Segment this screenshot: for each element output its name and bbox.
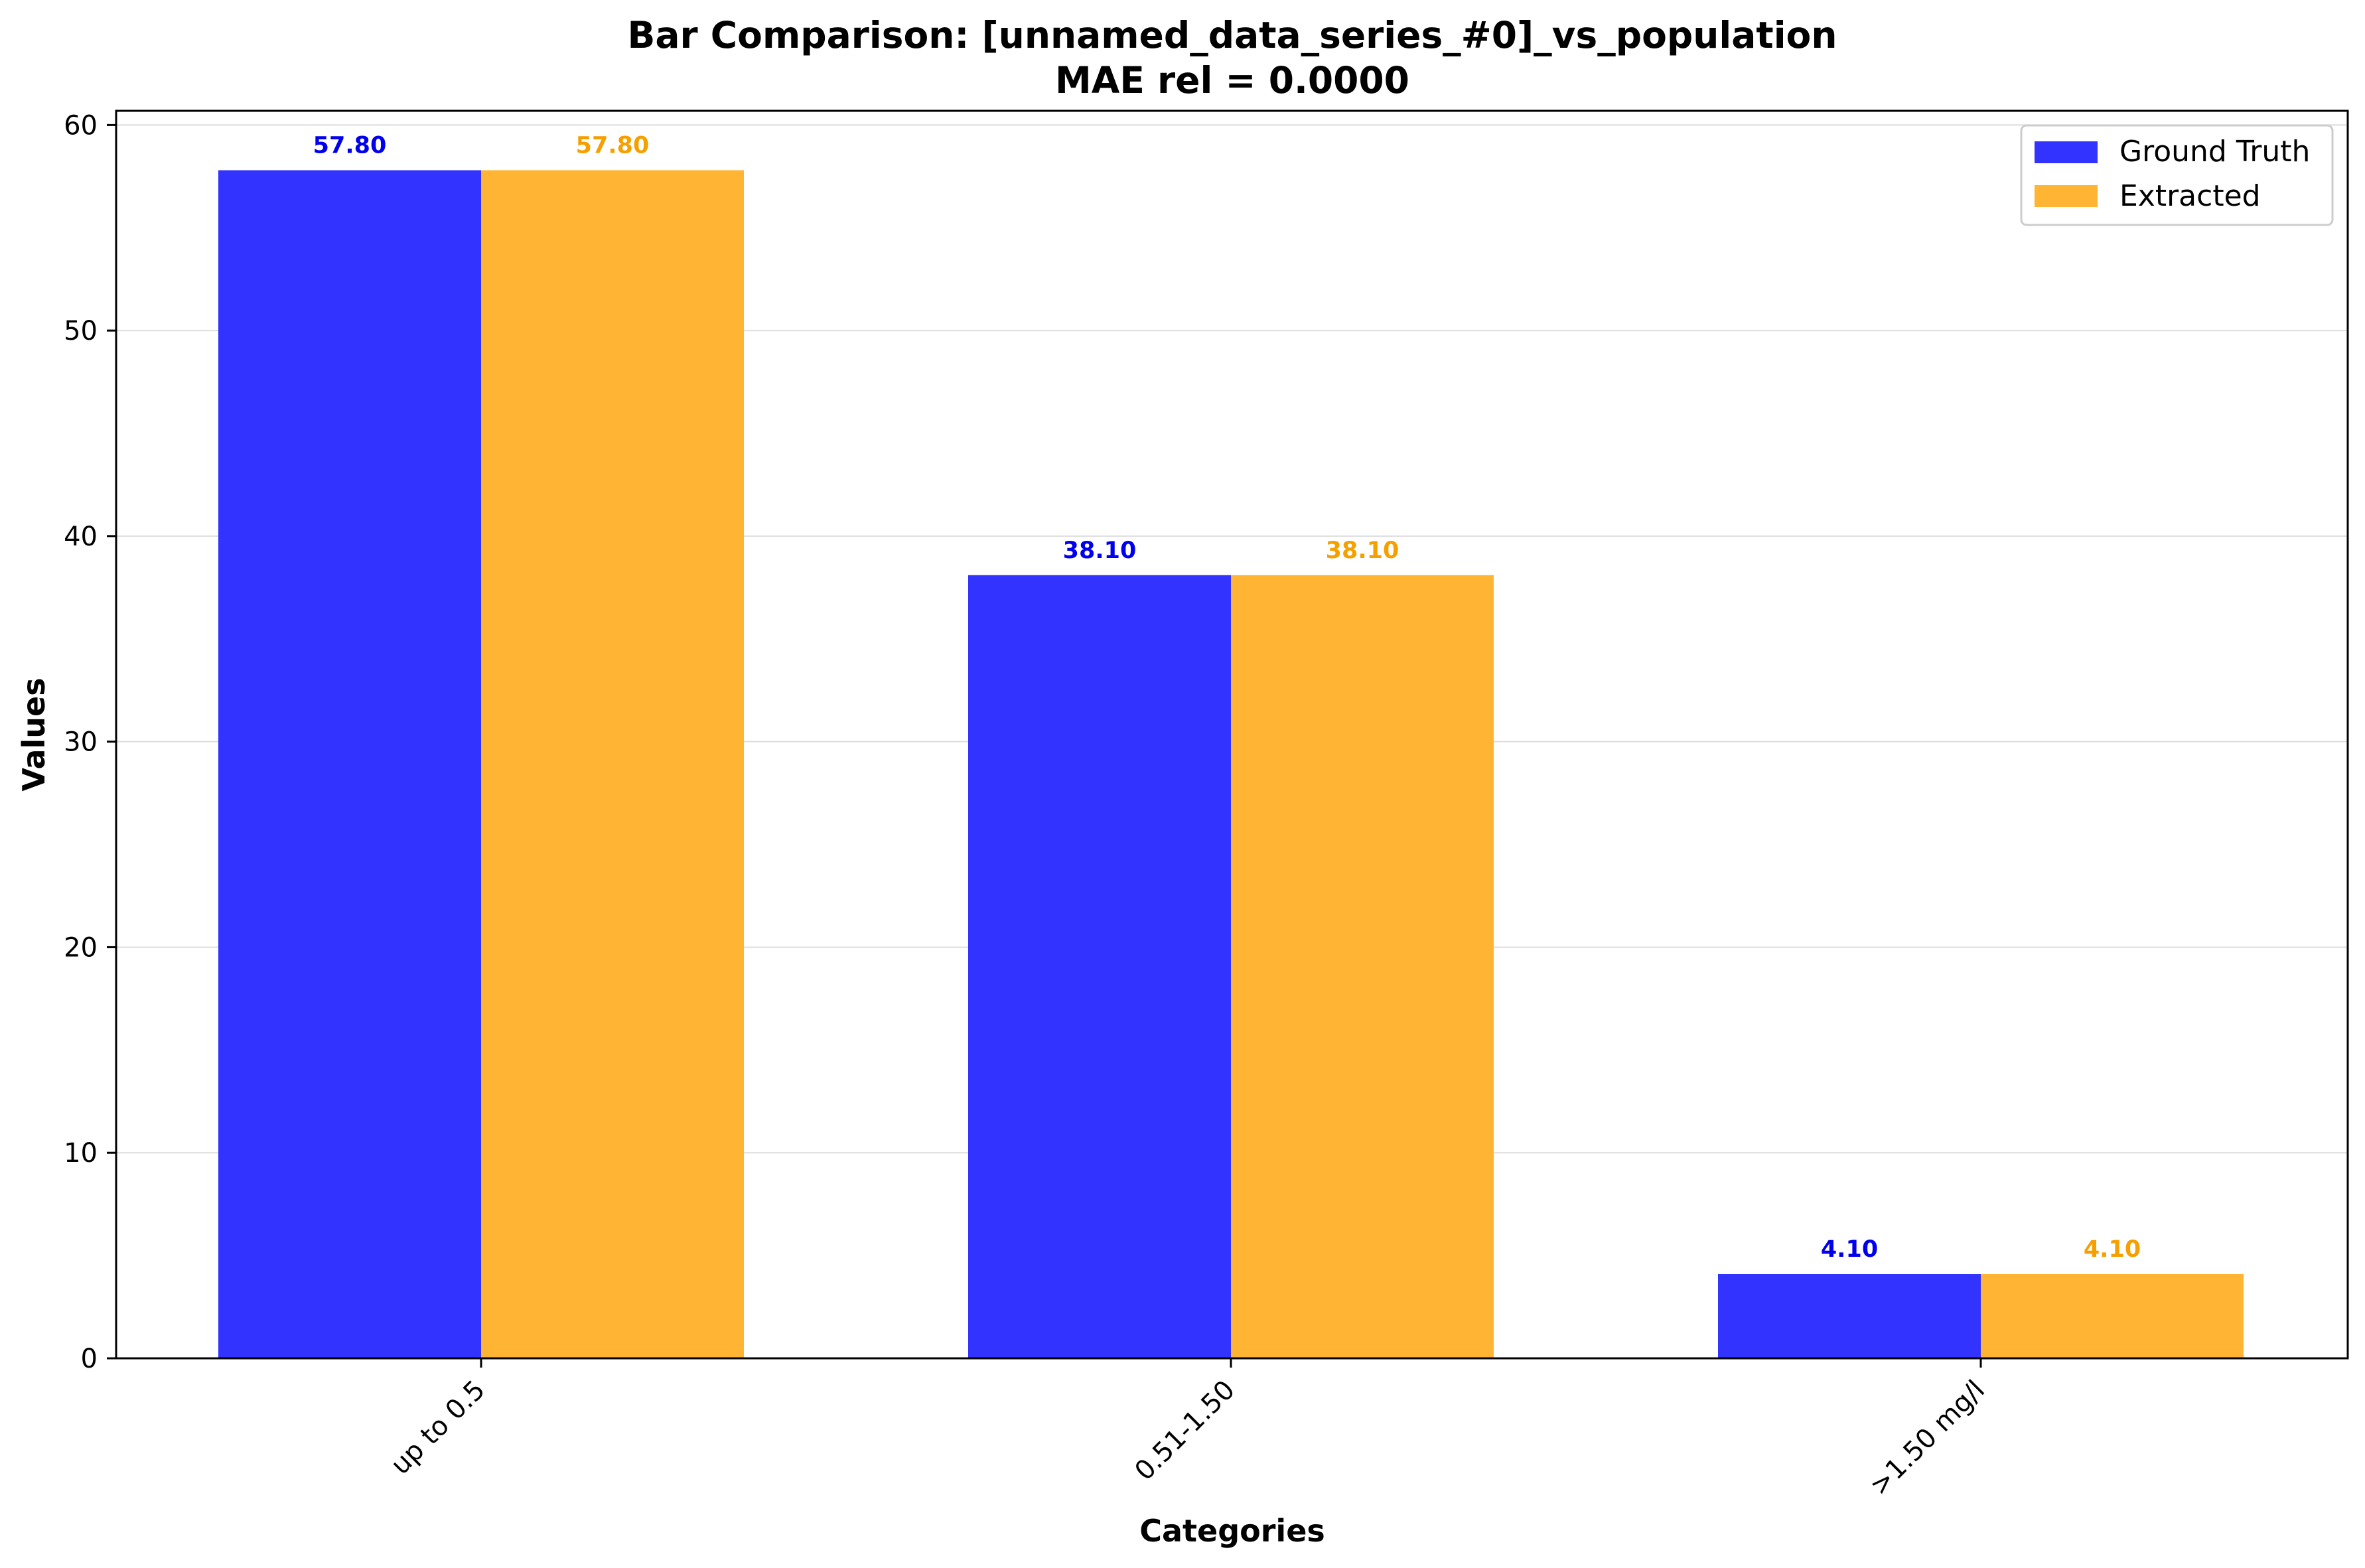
legend-swatch-extracted xyxy=(2035,185,2098,207)
y-tick-label: 50 xyxy=(64,316,98,346)
bar-value-label-ground-truth: 57.80 xyxy=(313,133,387,159)
legend-box xyxy=(2020,124,2334,226)
y-tick-label: 20 xyxy=(64,932,98,963)
y-axis: 0 10 20 30 40 50 60 xyxy=(64,110,116,1374)
y-axis-label: Values xyxy=(16,677,52,791)
y-tick-label: 30 xyxy=(64,727,98,758)
bar-value-label-extracted: 4.10 xyxy=(2084,1236,2141,1263)
chart-subtitle: MAE rel = 0.0000 xyxy=(1055,59,1409,102)
bar-extracted xyxy=(481,170,744,1358)
bar-extracted xyxy=(1981,1273,2244,1358)
x-axis-label: Categories xyxy=(1139,1513,1325,1549)
bar-value-labels: 57.80 38.10 4.10 57.80 38.10 4.10 xyxy=(313,133,2141,1263)
legend-label-ground-truth: Ground Truth xyxy=(2119,135,2310,169)
y-tick-label: 0 xyxy=(81,1344,98,1374)
bar-value-label-extracted: 38.10 xyxy=(1326,537,1399,564)
chart-title: Bar Comparison: [unnamed_data_series_#0]… xyxy=(627,14,1837,56)
bar-ground-truth xyxy=(968,575,1231,1358)
bar-value-label-ground-truth: 38.10 xyxy=(1063,537,1137,564)
y-tick-label: 10 xyxy=(64,1138,98,1169)
bar-value-label-ground-truth: 4.10 xyxy=(1821,1236,1878,1263)
y-tick-label: 40 xyxy=(64,522,98,552)
bar-ground-truth xyxy=(218,170,481,1358)
legend-label-extracted: Extracted xyxy=(2119,179,2261,213)
legend-swatch-ground-truth xyxy=(2035,141,2098,163)
bar-value-label-extracted: 57.80 xyxy=(576,133,650,159)
y-tick-label: 60 xyxy=(64,110,98,141)
legend: Ground Truth Extracted xyxy=(2020,124,2334,226)
bar-ground-truth xyxy=(1718,1273,1981,1358)
bar-extracted xyxy=(1231,575,1494,1358)
bars xyxy=(218,170,2244,1358)
